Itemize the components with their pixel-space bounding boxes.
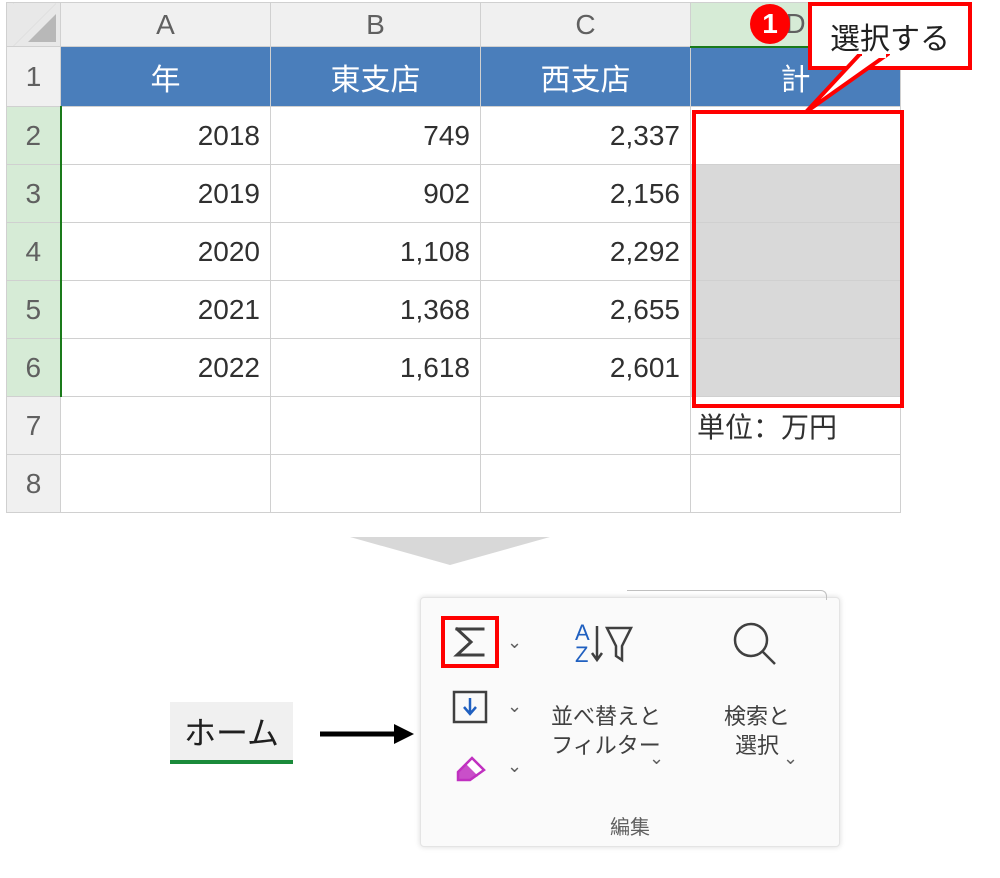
select-all-corner[interactable]	[7, 3, 61, 47]
col-header-c[interactable]: C	[481, 3, 691, 47]
find-select-caret[interactable]: ⌄	[783, 748, 798, 769]
cell-b5[interactable]: 1,368	[271, 281, 481, 339]
cell-c3[interactable]: 2,156	[481, 165, 691, 223]
cell-a6[interactable]: 2022	[61, 339, 271, 397]
sort-filter-caret[interactable]: ⌄	[649, 748, 664, 769]
cell-c6[interactable]: 2,601	[481, 339, 691, 397]
autosum-dropdown-caret[interactable]: ⌄	[507, 632, 522, 653]
row-header-3[interactable]: 3	[7, 165, 61, 223]
fill-dropdown-caret[interactable]: ⌄	[507, 696, 522, 717]
header-east[interactable]: 東支店	[271, 47, 481, 107]
cell-a8[interactable]	[61, 455, 271, 513]
step-divider-arrow-icon	[350, 537, 550, 567]
ribbon-group-label: 編集	[421, 811, 839, 840]
autosum-button[interactable]	[441, 616, 499, 668]
svg-text:Z: Z	[575, 642, 588, 667]
sigma-icon	[453, 625, 487, 659]
find-select-button[interactable]	[721, 618, 791, 675]
row-header-4[interactable]: 4	[7, 223, 61, 281]
col-header-b[interactable]: B	[271, 3, 481, 47]
cell-c2[interactable]: 2,337	[481, 107, 691, 165]
cell-c7[interactable]	[481, 397, 691, 455]
sort-filter-button[interactable]: A Z	[561, 618, 641, 673]
row-header-8[interactable]: 8	[7, 455, 61, 513]
cell-a2[interactable]: 2018	[61, 107, 271, 165]
eraser-icon	[450, 750, 490, 784]
clear-dropdown-caret[interactable]: ⌄	[507, 756, 522, 777]
ribbon-editing-group: ⌄ ⌄ ⌄ A Z 並べ替えと フィルター ⌄	[420, 597, 840, 847]
cell-c4[interactable]: 2,292	[481, 223, 691, 281]
cell-d8[interactable]	[691, 455, 901, 513]
col-header-a[interactable]: A	[61, 3, 271, 47]
header-year[interactable]: 年	[61, 47, 271, 107]
arrow-right-icon	[320, 722, 415, 746]
cell-b3[interactable]: 902	[271, 165, 481, 223]
annotation-callout: 選択する	[808, 2, 972, 70]
fill-down-icon	[452, 690, 488, 724]
cell-a5[interactable]: 2021	[61, 281, 271, 339]
cell-b6[interactable]: 1,618	[271, 339, 481, 397]
row-header-1[interactable]: 1	[7, 47, 61, 107]
clear-button[interactable]	[447, 746, 493, 788]
fill-button[interactable]	[447, 686, 493, 728]
spreadsheet-grid: A B C D 1 年 東支店 西支店 計 2 2018 749 2,337 3…	[6, 2, 901, 513]
row-header-5[interactable]: 5	[7, 281, 61, 339]
cell-d2[interactable]	[691, 107, 901, 165]
magnifier-icon	[729, 618, 783, 670]
cell-d6[interactable]	[691, 339, 901, 397]
cell-b4[interactable]: 1,108	[271, 223, 481, 281]
cell-d4[interactable]	[691, 223, 901, 281]
cell-a3[interactable]: 2019	[61, 165, 271, 223]
cell-b2[interactable]: 749	[271, 107, 481, 165]
cell-b7[interactable]	[271, 397, 481, 455]
row-header-2[interactable]: 2	[7, 107, 61, 165]
cell-a7[interactable]	[61, 397, 271, 455]
cell-a4[interactable]: 2020	[61, 223, 271, 281]
sort-filter-icon: A Z	[569, 618, 633, 668]
cell-d7-unit[interactable]: 単位：万円	[691, 397, 901, 455]
ribbon-tab-home[interactable]: ホーム	[170, 702, 293, 764]
header-west[interactable]: 西支店	[481, 47, 691, 107]
cell-c8[interactable]	[481, 455, 691, 513]
cell-c5[interactable]: 2,655	[481, 281, 691, 339]
row-header-6[interactable]: 6	[7, 339, 61, 397]
cell-d3[interactable]	[691, 165, 901, 223]
cell-b8[interactable]	[271, 455, 481, 513]
cell-d5[interactable]	[691, 281, 901, 339]
annotation-badge-1: 1	[750, 4, 790, 44]
row-header-7[interactable]: 7	[7, 397, 61, 455]
